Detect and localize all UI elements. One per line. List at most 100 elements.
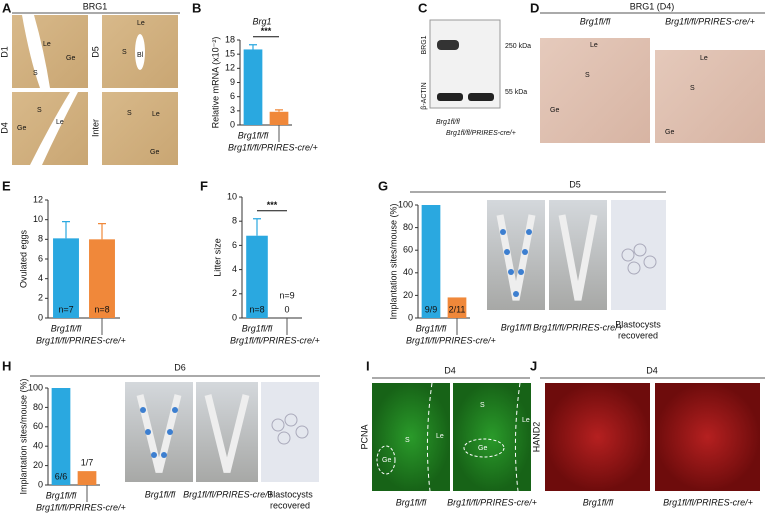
column-label: Brg1fl/fl bbox=[580, 16, 612, 26]
column-label: Brg1fl/fl bbox=[145, 489, 177, 499]
panel-label: A bbox=[2, 0, 12, 15]
n-label: 6/6 bbox=[55, 471, 68, 481]
uterus bbox=[496, 214, 536, 301]
band bbox=[437, 93, 463, 101]
error-bar bbox=[275, 109, 283, 112]
column-label: Brg1fl/fl/PRIRES-cre/+ bbox=[183, 489, 273, 499]
band bbox=[468, 93, 494, 101]
n-label: n=8 bbox=[249, 304, 264, 314]
y-tick-label: 4 bbox=[232, 264, 237, 274]
tissue-label: S bbox=[37, 107, 42, 114]
x-tick-label: Brg1fl/fl/PRIRES-cre/+ bbox=[36, 502, 126, 512]
column-label: Brg1fl/fl/PRIRES-cre/+ bbox=[533, 322, 623, 332]
y-tick-label: 9 bbox=[230, 77, 235, 87]
bar bbox=[77, 471, 97, 485]
panel-letters: A B C D E F G H I J bbox=[2, 0, 539, 373]
micrograph bbox=[102, 92, 178, 165]
stain-label: HAND2 bbox=[531, 422, 541, 453]
tissue-label: Le bbox=[43, 41, 51, 48]
outline bbox=[463, 438, 505, 458]
x-tick-label: Brg1fl/fl/PRIRES-cre/+ bbox=[36, 335, 126, 345]
bar bbox=[89, 239, 115, 318]
error-bar bbox=[253, 218, 261, 236]
y-tick-label: 80 bbox=[33, 402, 43, 412]
n-label: 2/11 bbox=[449, 304, 466, 314]
n-label: n=8 bbox=[94, 304, 109, 314]
panel-label: I bbox=[366, 358, 370, 373]
tissue-label: S bbox=[690, 85, 695, 92]
error-bar bbox=[249, 44, 257, 50]
chart-title: D6 bbox=[174, 362, 186, 372]
micrograph bbox=[12, 15, 88, 88]
blastocysts bbox=[271, 413, 309, 445]
photo bbox=[611, 200, 666, 310]
panel-d: BRG1 (D4) Brg1fl/fl Brg1fl/fl/PRIRES-cre… bbox=[540, 1, 765, 143]
y-axis-label: Ovulated eggs bbox=[18, 229, 28, 288]
tissue-label: Ge bbox=[665, 129, 674, 136]
bar bbox=[53, 238, 79, 318]
tissue-label: S bbox=[122, 49, 127, 56]
tissue-label: Ge bbox=[66, 55, 75, 62]
column-label: Blastocysts bbox=[267, 489, 313, 499]
y-tick-label: 0 bbox=[408, 312, 413, 322]
value-label: 0 bbox=[284, 304, 289, 314]
y-tick-label: 2 bbox=[232, 288, 237, 298]
x-tick-label: Brg1fl/fl bbox=[238, 130, 270, 140]
x-tick-label: Brg1fl/fl bbox=[51, 323, 83, 333]
panel-title: BRG1 bbox=[83, 1, 108, 11]
bar bbox=[269, 111, 289, 125]
y-axis-label: Implantation sites/mouse (%) bbox=[18, 378, 28, 494]
y-tick-label: 6 bbox=[230, 91, 235, 101]
stain-label: PCNA bbox=[359, 424, 369, 449]
tissue-label: Bl bbox=[137, 52, 144, 59]
uterus bbox=[136, 394, 182, 473]
lane-label: Brg1fl/fl bbox=[436, 119, 460, 126]
panel-j: D4 HAND2 Brg1fl/fl Brg1fl/fl/PRIRES-cre/… bbox=[531, 365, 765, 507]
y-tick-label: 6 bbox=[232, 240, 237, 250]
y-tick-label: 60 bbox=[33, 421, 43, 431]
uterus bbox=[204, 394, 250, 473]
tissue-label: Le bbox=[590, 42, 598, 49]
panel-label: F bbox=[200, 178, 208, 193]
x-tick-label: Brg1fl/fl bbox=[46, 490, 78, 500]
tissue-label: S bbox=[585, 72, 590, 79]
y-axis-label: Litter size bbox=[212, 238, 222, 277]
panel-label: B bbox=[192, 0, 201, 15]
column-label: Brg1fl/fl bbox=[501, 322, 533, 332]
y-tick-label: 60 bbox=[403, 245, 413, 255]
lumen bbox=[540, 28, 650, 38]
x-tick-label: Brg1fl/fl/PRIRES-cre/+ bbox=[406, 335, 496, 345]
tissue-label: Le bbox=[137, 20, 145, 27]
column-label: Brg1fl/fl/PRIRES-cre/+ bbox=[665, 16, 755, 26]
y-tick-label: 12 bbox=[33, 194, 43, 204]
y-tick-label: 3 bbox=[230, 105, 235, 115]
panel-c: BRG1 β-ACTIN 250 kDa 55 kDa Brg1fl/fl Br… bbox=[421, 19, 531, 137]
y-tick-label: 20 bbox=[403, 290, 413, 300]
y-axis-label: Implantation sites/mouse (%) bbox=[388, 203, 398, 319]
bar bbox=[447, 297, 467, 318]
tissue-label: S bbox=[33, 70, 38, 77]
row-label: BRG1 bbox=[421, 35, 428, 54]
tissue-label: Ge bbox=[478, 445, 487, 452]
tissue-label: S bbox=[405, 437, 410, 444]
panel-a: BRG1 D1 D5 D4 Inter Le S Ge Le S Bl Ge S… bbox=[0, 1, 180, 165]
tissue-label: Le bbox=[522, 417, 530, 424]
panel-title: D4 bbox=[646, 365, 658, 375]
tissue-label: Ge bbox=[550, 107, 559, 114]
column-label: Brg1fl/fl bbox=[396, 497, 428, 507]
y-tick-label: 12 bbox=[225, 63, 235, 73]
y-tick-label: 80 bbox=[403, 222, 413, 232]
y-tick-label: 40 bbox=[33, 441, 43, 451]
panel-label: C bbox=[418, 0, 428, 15]
tissue-label: Le bbox=[436, 433, 444, 440]
error-bar bbox=[98, 223, 106, 240]
lumen bbox=[655, 28, 765, 50]
significance: *** bbox=[267, 200, 278, 210]
row-label: β-ACTIN bbox=[421, 82, 428, 109]
panel-title: BRG1 (D4) bbox=[630, 1, 675, 11]
y-tick-label: 6 bbox=[38, 253, 43, 263]
panel-h-images: Brg1fl/fl Brg1fl/fl/PRIRES-cre/+ Blastoc… bbox=[125, 382, 319, 510]
photo bbox=[261, 382, 319, 482]
chart-title: D5 bbox=[569, 179, 581, 189]
